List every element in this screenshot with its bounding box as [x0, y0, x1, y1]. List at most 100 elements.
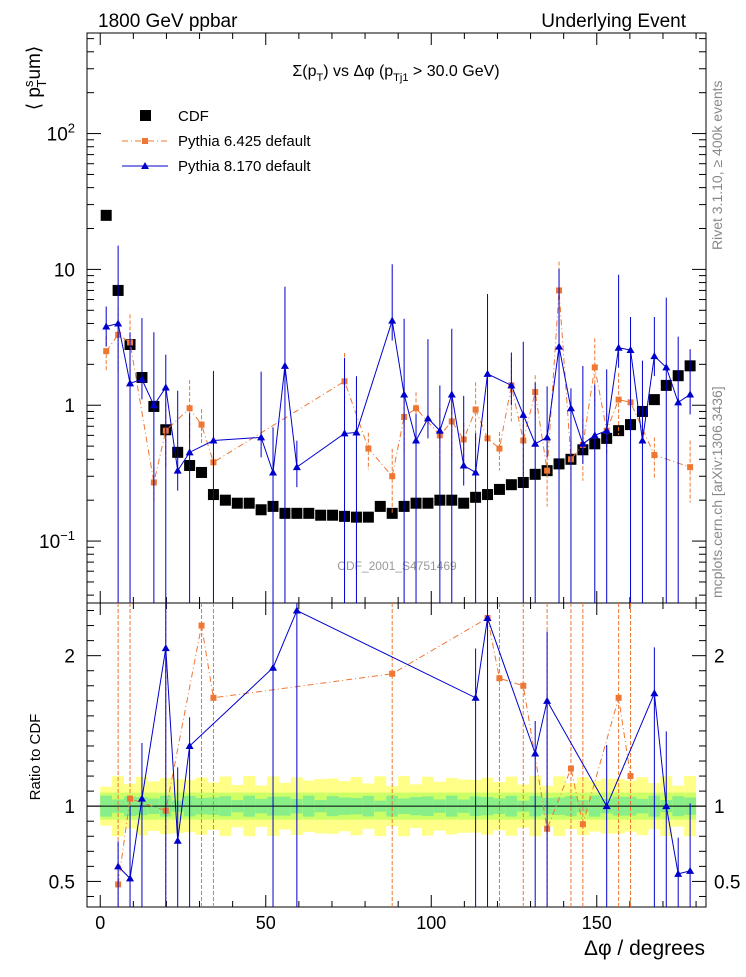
- ratio-pythia8-point: [173, 836, 182, 844]
- ratio-pythia8-point: [686, 866, 695, 874]
- pythia8-point: [543, 433, 552, 441]
- cdf-point: [327, 509, 339, 521]
- y-tick-label-ratio: 1: [64, 797, 75, 818]
- pythia8-point: [257, 433, 266, 441]
- pythia8-point: [388, 316, 397, 324]
- y-tick-label-ratio: 2: [64, 647, 75, 668]
- plot-title: Σ(pT) vs Δφ (pTj1 > 30.0 GeV): [292, 63, 499, 84]
- pythia6-point: [365, 445, 372, 452]
- ratio-pythia6-point: [210, 694, 217, 701]
- pythia8-point: [638, 436, 647, 444]
- pythia6-point: [496, 445, 503, 452]
- y-tick-label-ratio: 0.5: [49, 872, 75, 893]
- ratio-pythia6-point: [615, 694, 622, 701]
- cdf-point: [291, 507, 303, 519]
- cdf-point: [374, 500, 386, 512]
- pythia8-point: [519, 410, 528, 418]
- ratio-pythia8-point: [483, 614, 492, 622]
- main-series: [100, 209, 696, 603]
- pythia8-point: [126, 379, 135, 387]
- x-axis-label: Δφ / degrees: [584, 937, 705, 960]
- pythia8-point: [566, 404, 575, 412]
- header-right: Underlying Event: [541, 11, 686, 32]
- pythia8-point: [161, 383, 170, 391]
- legend-marker-pythia6: [142, 138, 148, 144]
- pythia8-point: [602, 426, 611, 434]
- ratio-panel-frame: [86, 602, 707, 908]
- cdf-point: [100, 209, 112, 221]
- analysis-watermark: CDF_2001_S4751469: [337, 559, 457, 573]
- cdf-point: [255, 504, 267, 516]
- pythia8-point: [209, 436, 218, 444]
- pythia8-point: [531, 439, 540, 447]
- cdf-point: [362, 511, 374, 523]
- pythia8-point: [280, 361, 289, 369]
- ratio-pythia6-point: [389, 670, 396, 677]
- ratio-pythia8-point: [114, 862, 123, 870]
- pythia8-point: [650, 352, 659, 360]
- ratio-pythia8-point: [650, 689, 659, 697]
- pythia6-point: [544, 467, 551, 474]
- ratio-pythia6-point: [127, 795, 134, 802]
- pythia8-point: [471, 468, 480, 476]
- pythia8-point: [400, 390, 409, 398]
- y-axis-label-main: ⟨ psTum⟩: [21, 46, 49, 111]
- ratio-pythia8-point: [137, 794, 146, 802]
- legend-label-pythia8: Pythia 8.170 default: [178, 158, 311, 175]
- pythia8-point: [352, 428, 361, 436]
- x-tick-label: 50: [256, 913, 276, 933]
- cdf-point: [493, 483, 505, 495]
- legend-label-cdf: CDF: [178, 108, 209, 125]
- cdf-point: [386, 507, 398, 519]
- y-tick-label-main: 10: [54, 260, 75, 281]
- legend-marker-cdf: [140, 110, 151, 121]
- pythia6-point: [651, 452, 658, 459]
- pythia8-point: [447, 390, 456, 398]
- pythia8-point: [614, 343, 623, 351]
- pythia8-point: [686, 390, 695, 398]
- pythia8-point: [555, 342, 564, 350]
- ratio-pythia6-point: [198, 622, 205, 629]
- pythia8-point: [590, 431, 599, 439]
- pythia8-point: [137, 375, 146, 383]
- pythia8-point: [340, 429, 349, 437]
- axes: 0 50 100 150 10−1 1 10 102 0.5 0.5 1 1 2 2: [39, 33, 740, 933]
- y-tick-label-main: 1: [64, 396, 75, 417]
- ratio-pythia6-point: [567, 765, 574, 772]
- cdf-point: [243, 497, 255, 509]
- cdf-point: [422, 497, 434, 509]
- x-tick-label: 150: [582, 913, 612, 933]
- y-tick-label-main: 102: [47, 121, 75, 146]
- ratio-pythia8-point: [674, 869, 683, 877]
- pythia8-point: [578, 439, 587, 447]
- pythia6-point: [198, 421, 205, 428]
- legend-label-pythia6: Pythia 6.425 default: [178, 133, 311, 150]
- ratio-pythia8-point: [543, 696, 552, 704]
- pythia6-point: [389, 473, 396, 480]
- cdf-point: [231, 497, 243, 509]
- y-tick-label-ratio-right: 2: [714, 647, 725, 668]
- pythia8-point: [102, 322, 111, 330]
- pythia8-point: [507, 381, 516, 389]
- ratio-pythia8-point: [126, 874, 135, 882]
- pythia6-point: [186, 405, 193, 412]
- ratio-pythia6-point: [579, 821, 586, 828]
- ratio-pythia8-point: [662, 802, 671, 810]
- pythia8-point: [459, 461, 468, 469]
- pythia8-point: [626, 346, 635, 354]
- cdf-point: [315, 509, 327, 521]
- y-axis-label-ratio: Ratio to CDF: [27, 714, 44, 801]
- pythia6-point: [413, 405, 420, 412]
- pythia8-point: [435, 426, 444, 434]
- y-tick-label-ratio-right: 0.5: [714, 872, 740, 893]
- y-tick-label-ratio-right: 1: [714, 797, 725, 818]
- pythia6-line: [105, 290, 691, 483]
- pythia8-point: [114, 319, 123, 327]
- cdf-point: [196, 466, 208, 478]
- ratio-pythia8-point: [161, 644, 170, 652]
- pythia6-point: [103, 348, 110, 355]
- pythia8-point: [149, 401, 158, 409]
- ratio-pythia8-point: [185, 741, 194, 749]
- ratio-pythia6-point: [496, 675, 503, 682]
